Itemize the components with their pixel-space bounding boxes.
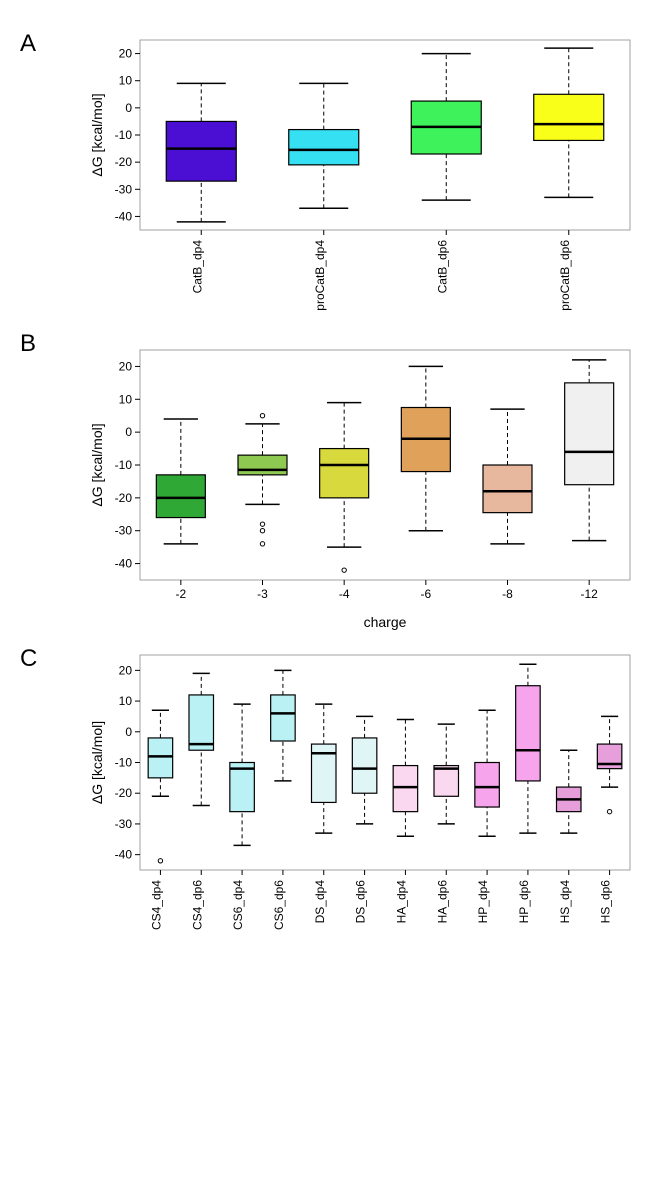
svg-text:20: 20 [119,47,133,61]
panel-a-chart: -40 -30 -20 -10 0 10 20 ΔG [kcal/mol] CatB_dp4 pr… [90,30,633,320]
svg-text:-30: -30 [115,182,133,196]
svg-text:-30: -30 [115,524,133,538]
svg-text:-40: -40 [115,848,133,862]
svg-text:20: 20 [119,359,133,373]
svg-text:HS_dp4: HS_dp4 [558,880,572,924]
svg-text:-10: -10 [115,128,133,142]
svg-text:CS4_dp4: CS4_dp4 [149,880,163,930]
svg-text:20: 20 [119,663,133,677]
svg-text:DS_dp4: DS_dp4 [313,880,327,924]
svg-text:0: 0 [125,725,132,739]
svg-text:HP_dp4: HP_dp4 [476,880,490,924]
panel-c: C -40 -30 -20 -10 0 10 20 ΔG [kcal/mol] CS4_dp4 C… [20,645,633,955]
svg-text:CatB_dp4: CatB_dp4 [190,240,204,294]
svg-text:0: 0 [125,101,132,115]
panel-a: A -40 -30 -20 -10 0 10 20 ΔG [kcal/mol] CatB_dp4… [20,30,633,320]
svg-text:charge: charge [364,614,407,630]
panel-b-chart: -40 -30 -20 -10 0 10 20 ΔG [kcal/mol] -2 -3 -4 -6 -8… [90,330,633,635]
panel-c-chart: -40 -30 -20 -10 0 10 20 ΔG [kcal/mol] CS4_dp4 CS4… [90,645,633,955]
svg-text:CS6_dp6: CS6_dp6 [272,880,286,930]
svg-text:CS4_dp6: CS4_dp6 [190,880,204,930]
svg-text:HS_dp6: HS_dp6 [599,880,613,924]
svg-text:-2: -2 [175,587,186,601]
svg-text:-3: -3 [257,587,268,601]
svg-text:ΔG [kcal/mol]: ΔG [kcal/mol] [90,721,105,804]
svg-text:ΔG [kcal/mol]: ΔG [kcal/mol] [90,423,105,506]
svg-text:-30: -30 [115,817,133,831]
svg-text:-8: -8 [502,587,513,601]
svg-text:10: 10 [119,74,133,88]
svg-text:-40: -40 [115,557,133,571]
svg-text:HP_dp6: HP_dp6 [517,880,531,924]
svg-text:HA_dp6: HA_dp6 [435,880,449,924]
svg-text:CatB_dp6: CatB_dp6 [435,240,449,294]
panel-c-label: C [20,645,37,673]
svg-text:-4: -4 [339,587,350,601]
svg-text:-12: -12 [580,587,598,601]
svg-text:-10: -10 [115,756,133,770]
svg-text:proCatB_dp6: proCatB_dp6 [558,240,572,311]
svg-text:HA_dp4: HA_dp4 [394,880,408,924]
svg-text:10: 10 [119,694,133,708]
svg-text:CS6_dp4: CS6_dp4 [231,880,245,930]
svg-text:0: 0 [125,425,132,439]
svg-text:-20: -20 [115,786,133,800]
panel-b-label: B [20,330,36,358]
panel-b: B -40 -30 -20 -10 0 10 20 ΔG [kcal/mol] -2 -3 -4 -6… [20,330,633,635]
svg-text:-20: -20 [115,155,133,169]
svg-text:-40: -40 [115,209,133,223]
svg-text:proCatB_dp4: proCatB_dp4 [313,240,327,311]
panel-a-label: A [20,30,36,58]
svg-text:DS_dp6: DS_dp6 [354,880,368,924]
svg-text:10: 10 [119,392,133,406]
svg-text:-10: -10 [115,458,133,472]
svg-text:ΔG [kcal/mol]: ΔG [kcal/mol] [90,93,105,176]
svg-text:-6: -6 [420,587,431,601]
svg-text:-20: -20 [115,491,133,505]
